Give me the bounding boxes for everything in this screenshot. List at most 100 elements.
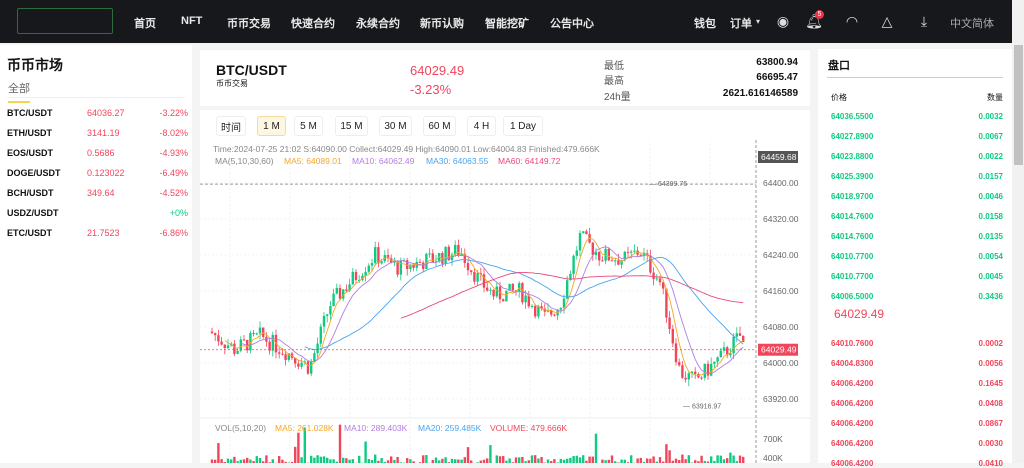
interval-4h[interactable]: 4 H [467, 116, 496, 136]
nav-perpetual[interactable]: 永续合约 [356, 15, 400, 31]
candle [528, 296, 530, 307]
volume-bar [332, 459, 334, 463]
time-button[interactable]: 时间 [216, 116, 246, 136]
tab-all[interactable]: 全部 [8, 80, 30, 103]
pair-symbol: BTC/USDT [216, 62, 287, 78]
volume-bar [425, 455, 427, 463]
nav-wallet[interactable]: 钱包 [694, 15, 716, 31]
candle [681, 365, 683, 378]
interval-1m[interactable]: 1 M [257, 116, 286, 136]
volume-bar [588, 457, 590, 463]
pair-name: BTC/USDT [7, 108, 53, 118]
candle [688, 373, 690, 379]
candle [675, 343, 677, 362]
ma10-value: MA10: 64062.49 [352, 156, 414, 166]
interval-15m[interactable]: 15 M [335, 116, 368, 136]
interval-5m[interactable]: 5 M [294, 116, 323, 136]
volume-value: 2621.616146589 [723, 88, 798, 99]
market-row[interactable]: BCH/USDT 349.64 -4.52% [7, 183, 188, 203]
interval-30m[interactable]: 30 M [379, 116, 412, 136]
pair-change: -3.22% [159, 108, 188, 118]
nav-mining[interactable]: 智能挖矿 [485, 15, 529, 31]
nav-nft[interactable]: NFT [181, 15, 202, 27]
nav-home[interactable]: 首页 [134, 15, 156, 31]
candle [243, 339, 245, 340]
candle [592, 243, 594, 255]
volume-bar [230, 459, 232, 463]
candle [534, 306, 536, 316]
market-row[interactable]: EOS/USDT 0.5686 -4.93% [7, 143, 188, 163]
ask-qty: 0.0046 [979, 192, 1003, 201]
orderbook-last-price: 64029.49 [834, 307, 884, 321]
kline-chart[interactable]: 64400.0064320.0064240.0064160.0064080.00… [200, 140, 810, 463]
market-row[interactable]: DOGE/USDT 0.123022 -6.49% [7, 163, 188, 183]
market-row[interactable]: BTC/USDT 64036.27 -3.22% [7, 103, 188, 123]
pair-subtitle: 币币交易 [216, 78, 248, 89]
nav-spot[interactable]: 币币交易 [227, 15, 271, 31]
download-icon[interactable]: ⤓ [915, 12, 933, 30]
logo[interactable] [17, 8, 113, 34]
market-row[interactable]: ETC/USDT 21.7523 -6.86% [7, 223, 188, 243]
y-tick-label: 64320.00 [763, 214, 799, 224]
candle [582, 231, 584, 233]
candle [256, 333, 258, 334]
bell-outline-icon[interactable]: △ [878, 12, 896, 30]
volume-bar [592, 457, 594, 463]
interval-60m[interactable]: 60 M [423, 116, 456, 136]
candle [486, 288, 488, 291]
volume-bar [723, 459, 725, 463]
candle [553, 315, 555, 316]
volume-bar [649, 459, 651, 463]
candle [537, 306, 539, 316]
candle [352, 272, 354, 284]
language-select[interactable]: 中文简体 [950, 15, 994, 31]
user-icon[interactable]: ◉ [774, 12, 792, 30]
interval-1day[interactable]: 1 Day [503, 116, 543, 136]
candle [329, 306, 331, 314]
candle [700, 378, 702, 379]
bid-price: 64010.7600 [831, 339, 873, 348]
candle [611, 260, 613, 261]
pair-change: -8.02% [159, 128, 188, 138]
bid-qty: 0.0867 [979, 419, 1003, 428]
volume-bar [368, 459, 370, 463]
candle [377, 247, 379, 263]
volume-bar [256, 456, 258, 463]
nav-quick-contract[interactable]: 快速合约 [291, 15, 335, 31]
nav-announcements[interactable]: 公告中心 [550, 15, 594, 31]
vol-ma20: MA20: 259.485K [418, 423, 481, 433]
volume-bar [640, 458, 642, 463]
candle [633, 251, 635, 252]
nav-new-coin[interactable]: 新币认购 [420, 15, 464, 31]
market-row[interactable]: ETH/USDT 3141.19 -8.02% [7, 123, 188, 143]
volume-bar [364, 442, 366, 463]
candle [220, 341, 222, 344]
candle [713, 362, 715, 364]
volume-bar [716, 455, 718, 463]
scrollbar-thumb[interactable] [1014, 45, 1023, 165]
volume-bar [243, 459, 245, 463]
volume-bar [636, 458, 638, 463]
candle [336, 288, 338, 294]
headset-icon[interactable]: ◠ [843, 12, 861, 30]
market-row[interactable]: USDZ/USDT +0% [7, 203, 188, 223]
volume-bar [227, 459, 229, 463]
bid-qty: 0.0408 [979, 399, 1003, 408]
